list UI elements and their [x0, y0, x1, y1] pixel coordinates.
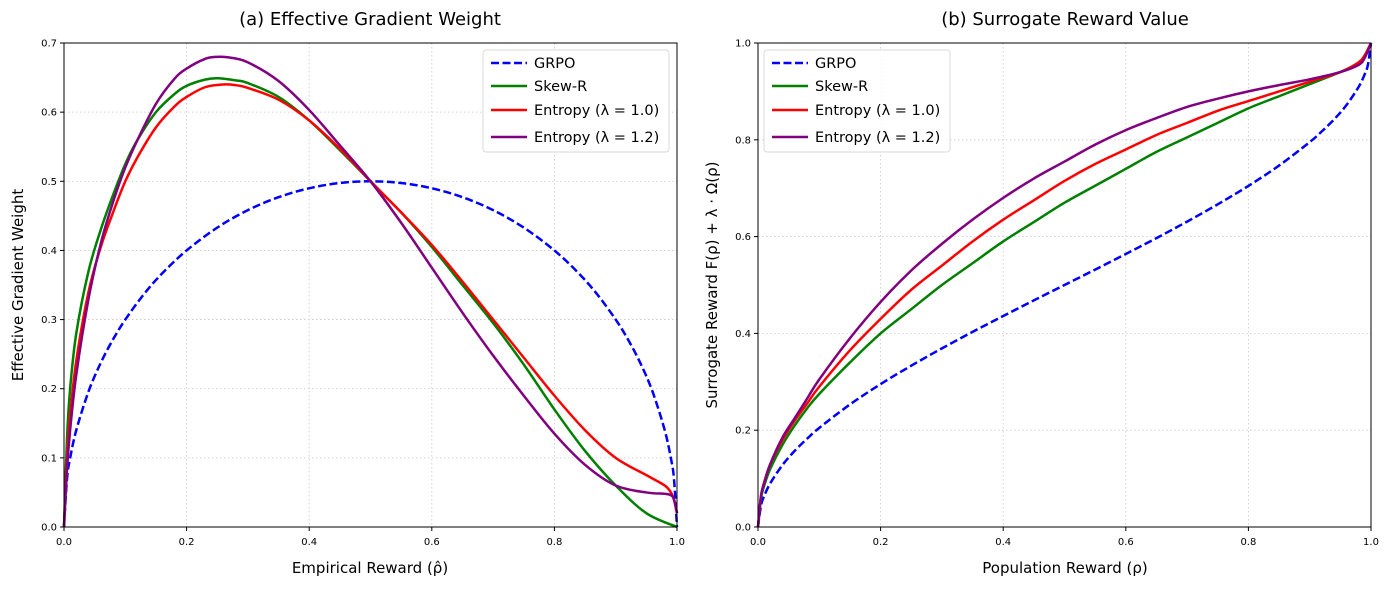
- panel-b-y-tick-label: 0.6: [735, 232, 751, 243]
- panel-a-x-axis-label: Empirical Reward (ρ̂): [292, 559, 448, 577]
- panel-a-legend-label-skew-r: Skew-R: [534, 79, 587, 95]
- panel-a-y-tick-label: 0.0: [41, 523, 57, 534]
- panel-a-x-tick-label: 0.2: [179, 537, 195, 548]
- panel-a-x-tick-label: 0.8: [546, 537, 562, 548]
- panel-b-x-tick-label: 0.2: [873, 537, 889, 548]
- panel-b-x-tick-label: 0.8: [1240, 537, 1256, 548]
- panel-a-series-skew-r: [62, 76, 678, 529]
- panel-a-effective-gradient-weight: (a) Effective Gradient Weight 0.0 0.2 0.4 0…: [9, 9, 685, 577]
- panel-b-x-tick-label: 0.4: [995, 537, 1011, 548]
- panel-b-ticks: 0.0 0.2 0.4 0.6 0.8 1.0 0.0 0.2 0.4 0.6 0.8 1.0: [735, 39, 1379, 549]
- panel-b-legend-label-entropy-1-0: Entropy (λ = 1.0): [815, 103, 940, 119]
- panel-a-ticks: 0.0 0.2 0.4 0.6 0.8 1.0 0.0 0.1 0.2 0.3 0.4 0.5 0.6 0…: [41, 39, 685, 549]
- panel-b-y-tick-label: 0.0: [735, 523, 751, 534]
- panel-b-series-skew-r: [756, 42, 1373, 528]
- panel-a-y-tick-label: 0.4: [41, 246, 57, 257]
- panel-a-y-tick-label: 0.1: [41, 453, 57, 464]
- panel-b-title: (b) Surrogate Reward Value: [941, 9, 1189, 30]
- panel-b-x-tick-label: 1.0: [1363, 537, 1379, 548]
- panel-a-x-tick-label: 0.0: [56, 537, 72, 548]
- panel-a-y-axis-label: Effective Gradient Weight: [9, 189, 27, 382]
- panel-a-x-tick-label: 1.0: [669, 537, 685, 548]
- panel-b-legend-label-skew-r: Skew-R: [815, 79, 868, 95]
- panel-b-plot-frame: [757, 42, 1372, 528]
- panel-b-y-tick-label: 1.0: [735, 39, 751, 50]
- panel-b-x-tick-label: 0.0: [750, 537, 766, 548]
- panel-b-y-tick-label: 0.4: [735, 329, 751, 340]
- panel-a-series-entropy-1-2: [62, 55, 679, 528]
- panel-a-legend-box: [482, 49, 670, 153]
- panel-a-plot-frame: [63, 42, 678, 528]
- panel-a-x-tick-label: 0.6: [424, 537, 440, 548]
- panel-a-y-tick-label: 0.3: [41, 315, 57, 326]
- panel-b-legend-label-entropy-1-2: Entropy (λ = 1.2): [815, 130, 940, 146]
- panel-a-title: (a) Effective Gradient Weight: [239, 9, 501, 30]
- panel-b-x-axis-label: Population Reward (ρ): [982, 559, 1147, 577]
- panel-a-legend-label-entropy-1-2: Entropy (λ = 1.2): [534, 130, 659, 146]
- panel-a-y-tick-label: 0.2: [41, 384, 57, 395]
- panel-b-series-entropy-1-2: [756, 42, 1373, 528]
- panel-a-legend-label-grpo: GRPO: [534, 56, 575, 72]
- panel-b-legend-box: [763, 49, 951, 153]
- panel-a-y-tick-label: 0.6: [41, 108, 57, 119]
- panel-a-y-tick-label: 0.5: [41, 177, 57, 188]
- panel-b-legend-label-grpo: GRPO: [815, 56, 856, 72]
- panel-b-y-axis-label: Surrogate Reward F(ρ) + λ · Ω(ρ): [703, 162, 721, 409]
- panel-b-y-tick-label: 0.8: [735, 135, 751, 146]
- panel-b-surrogate-reward-value: (b) Surrogate Reward Value 0.0 0.2 0.4 0.6 0…: [703, 9, 1379, 577]
- panel-b-series-grpo: [756, 42, 1373, 528]
- panel-b-series: [756, 42, 1373, 528]
- panel-b-y-tick-label: 0.2: [735, 426, 751, 437]
- panel-a-series: [62, 55, 679, 529]
- panel-a-y-tick-label: 0.7: [41, 39, 57, 50]
- panel-b-x-tick-label: 0.6: [1118, 537, 1134, 548]
- panel-a-legend-label-entropy-1-0: Entropy (λ = 1.0): [534, 103, 659, 119]
- panel-a-x-tick-label: 0.4: [301, 537, 317, 548]
- panel-a-legend: GRPO Skew-R Entropy (λ = 1.0) Entropy (λ…: [482, 49, 670, 153]
- panel-b-series-entropy-1-0: [756, 42, 1373, 528]
- panel-b-legend: GRPO Skew-R Entropy (λ = 1.0) Entropy (λ…: [763, 49, 951, 153]
